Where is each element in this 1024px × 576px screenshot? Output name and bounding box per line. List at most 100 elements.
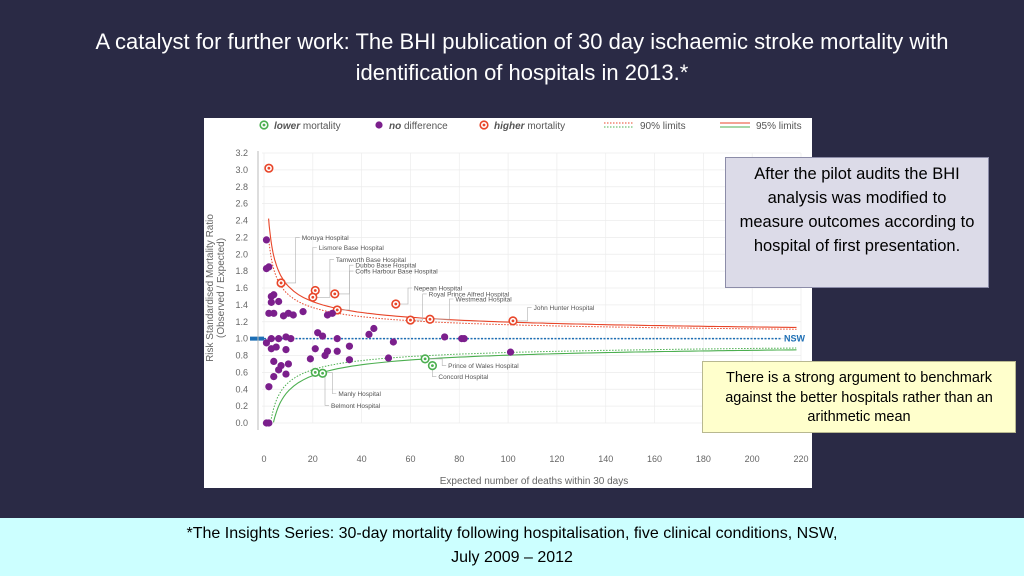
point-lower-mortality: [427, 361, 438, 371]
legend-label: 90% limits: [640, 121, 686, 132]
point-no-difference: [270, 357, 278, 366]
point-higher-mortality: [405, 315, 416, 325]
point-no-difference: [345, 342, 354, 350]
axes: 0.0 0.2 0.4 0.6 0.8 1.0 1.2 1.4 1.6 1.8 2.0 2.2 2.4 2…: [205, 148, 809, 487]
point-no-difference: [389, 338, 397, 346]
point-no-difference: [365, 330, 373, 339]
point-no-difference: [328, 309, 336, 317]
y-tick-label: 1.2: [235, 317, 248, 327]
legend-swatch-dot: [262, 123, 266, 127]
y-tick-label: 2.6: [235, 199, 248, 209]
x-tick-label: 120: [549, 454, 564, 464]
point-no-difference: [267, 335, 275, 343]
point-no-difference: [262, 236, 271, 244]
point-no-difference: [333, 347, 341, 355]
x-tick-label: 20: [308, 454, 318, 464]
funnel-plot: lower mortality no difference higher morta…: [205, 120, 809, 487]
point-center: [423, 357, 427, 361]
hospital-label: Concord Hospital: [438, 374, 488, 381]
point-center: [428, 317, 432, 321]
point-no-difference: [282, 370, 290, 378]
hospital-label: Belmont Hospital: [331, 403, 381, 410]
point-no-difference: [282, 345, 290, 354]
point-no-difference: [262, 339, 271, 347]
legend-label: no difference: [389, 121, 448, 132]
annotation-leader: [312, 259, 334, 298]
benchmark-callout: There is a strong argument to benchmark …: [702, 361, 1016, 433]
hospital-label: Tamworth Base Hospital: [336, 257, 407, 264]
point-no-difference: [270, 372, 278, 381]
legend-label: higher mortality: [494, 121, 565, 132]
point-no-difference: [289, 311, 297, 319]
point-lower-mortality: [420, 354, 430, 364]
y-tick-label: 3.2: [235, 148, 248, 158]
point-no-difference: [321, 351, 329, 360]
point-no-difference: [272, 343, 280, 351]
footer-line-1: *The Insights Series: 30-day mortality f…: [186, 525, 838, 542]
annotation-leader: [334, 264, 354, 295]
footer-line-2: July 2009 – 2012: [451, 549, 573, 566]
annotation-leader: [430, 298, 454, 320]
y-axis-subtitle: (Observed / Expected): [216, 238, 227, 338]
x-tick-label: 220: [793, 454, 808, 464]
point-no-difference: [311, 345, 319, 353]
hospital-label: Manly Hospital: [338, 391, 381, 398]
lower-90-limit: [270, 347, 797, 422]
point-center: [313, 289, 317, 292]
x-tick-label: 0: [261, 454, 266, 464]
x-axis-title: Expected number of deaths within 30 days: [440, 476, 628, 487]
point-center: [333, 292, 337, 296]
point-no-difference: [275, 335, 283, 343]
point-no-difference: [267, 298, 275, 306]
x-tick-label: 100: [501, 454, 516, 464]
point-higher-mortality: [391, 299, 401, 309]
nsw-label: NSW: [784, 334, 806, 344]
funnel-plot-panel: lower mortality no difference higher morta…: [204, 118, 812, 488]
y-tick-label: 2.0: [235, 249, 248, 259]
hospital-label: Prince of Wales Hospital: [448, 363, 519, 370]
hospital-label: Moruya Hospital: [302, 235, 350, 242]
hospital-label: Dubbo Base Hospital: [355, 263, 417, 270]
annotation-leader: [337, 270, 354, 311]
point-no-difference: [275, 366, 283, 374]
point-center: [394, 302, 398, 306]
hospital-label: Nepean Hospital: [414, 286, 463, 293]
x-tick-label: 140: [598, 454, 613, 464]
point-higher-mortality: [264, 163, 274, 173]
hospital-annotations: Moruya Hospital Lismore Base Hospital Tamw…: [281, 235, 595, 410]
hospital-label: Coffs Harbour Base Hospital: [355, 269, 438, 276]
point-no-difference: [306, 355, 314, 363]
slide-title: A catalyst for further work: The BHI pub…: [95, 29, 949, 85]
point-no-difference: [370, 324, 378, 333]
x-tick-label: 160: [647, 454, 662, 464]
point-higher-mortality: [508, 316, 518, 326]
y-tick-label: 0.4: [235, 384, 248, 394]
y-tick-label: 0.0: [235, 418, 248, 428]
x-tick-label: 180: [696, 454, 711, 464]
point-no-difference: [265, 309, 273, 317]
lower-95-limit: [272, 349, 797, 423]
y-tick-label: 3.0: [235, 165, 248, 175]
point-no-difference: [265, 263, 273, 271]
nsw-reference-line: NSW: [250, 334, 806, 344]
point-no-difference: [318, 332, 327, 340]
pilot-audit-callout: After the pilot audits the BHI analysis …: [725, 157, 989, 288]
point-center: [321, 371, 324, 375]
point-no-difference: [270, 291, 278, 299]
y-tick-label: 2.8: [235, 182, 248, 192]
footer-citation: *The Insights Series: 30-day mortality f…: [0, 518, 1024, 576]
y-tick-label: 0.6: [235, 367, 248, 377]
point-center: [431, 364, 434, 368]
point-no-difference: [265, 383, 273, 391]
point-center: [279, 281, 283, 285]
annotation-leader: [513, 307, 532, 322]
nsw-reference-marker: [250, 336, 264, 341]
point-lower-mortality: [317, 368, 328, 378]
point-no-difference: [275, 297, 283, 306]
legend-label: 95% limits: [756, 121, 802, 132]
point-center: [313, 370, 317, 374]
legend-swatch: [479, 120, 489, 130]
point-no-difference: [460, 335, 468, 343]
point-no-difference: [506, 348, 515, 356]
y-tick-label: 2.2: [235, 232, 248, 242]
